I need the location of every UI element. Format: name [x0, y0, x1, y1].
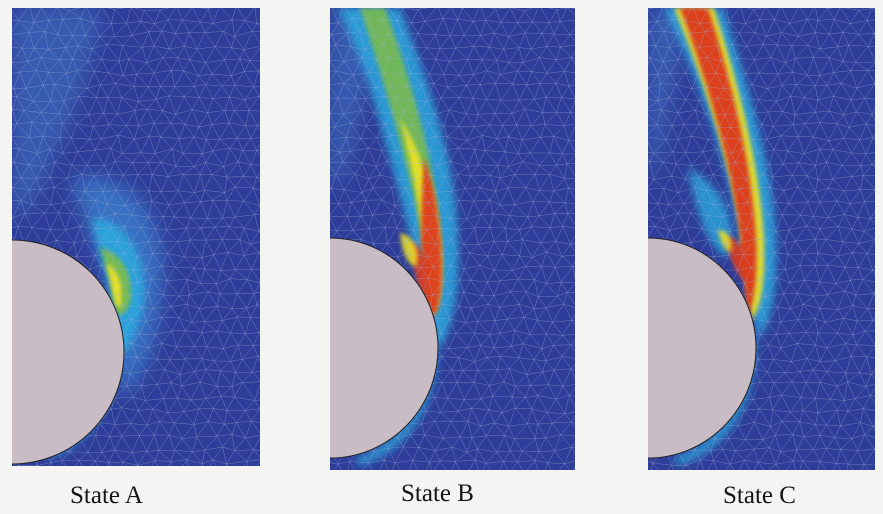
fe-mesh	[648, 8, 875, 470]
particle-shape	[330, 237, 439, 459]
state-c-contour-map	[648, 8, 875, 470]
fe-mesh	[330, 8, 575, 470]
state-c-panel	[648, 8, 875, 470]
state-a-label: State A	[70, 482, 143, 509]
state-b-contour-map	[330, 8, 575, 470]
state-b-label: State B	[401, 480, 474, 507]
state-c-label: State C	[723, 482, 796, 509]
state-b-panel	[330, 8, 575, 470]
fe-mesh	[12, 8, 260, 466]
particle-shape	[12, 239, 125, 465]
particle-shape	[648, 237, 757, 459]
state-a-contour-map	[12, 8, 260, 466]
state-a-panel	[12, 8, 260, 466]
